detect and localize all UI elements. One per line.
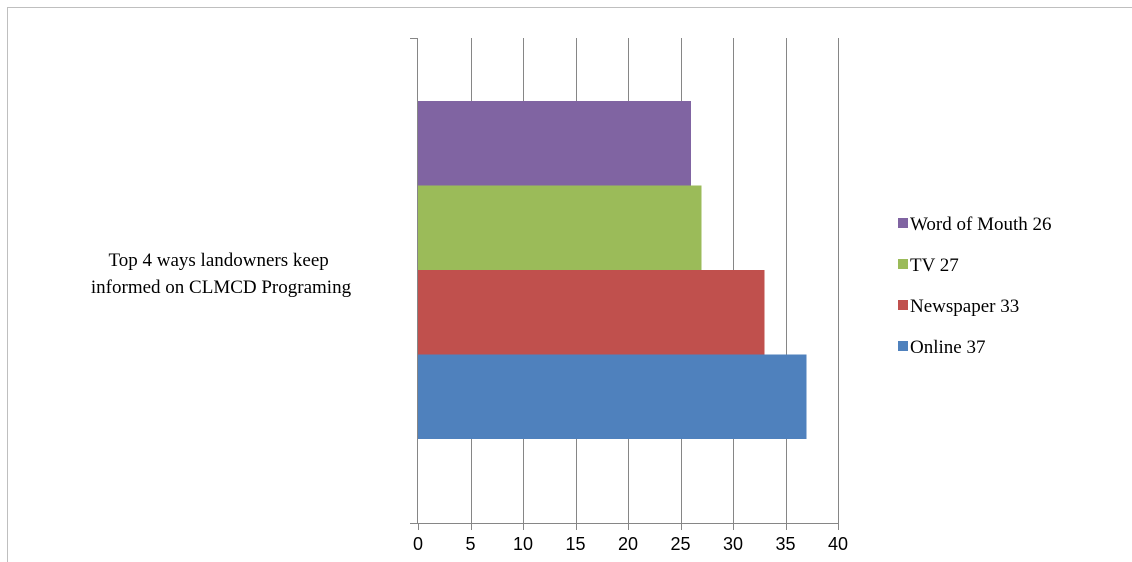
x-tick-label-25: 25 [670,534,690,554]
legend-swatch-tv-27 [898,259,908,269]
category-label-line-1: Top 4 ways landowners keep [108,250,328,271]
bars [418,101,807,439]
legend-label-newspaper-33: Newspaper 33 [910,296,1019,317]
x-tick-label-0: 0 [413,534,423,554]
x-tick-label-5: 5 [465,534,475,554]
category-label-line-2: informed on CLMCD Programing [91,277,352,298]
x-tick-label-20: 20 [618,534,638,554]
x-tick-label-40: 40 [828,534,848,554]
legend-swatch-newspaper-33 [898,300,908,310]
x-tick-label-35: 35 [775,534,795,554]
bar-tv-27 [418,185,702,270]
legend-swatch-online-37 [898,341,908,351]
legend-swatch-word-of-mouth-26 [898,218,908,228]
x-tick-label-10: 10 [513,534,533,554]
x-tick-label-30: 30 [723,534,743,554]
legend-label-word-of-mouth-26: Word of Mouth 26 [910,214,1052,235]
axes [410,38,839,530]
category-label: Top 4 ways landowners keep informed on C… [91,250,352,298]
bar-newspaper-33 [418,270,765,355]
legend-label-online-37: Online 37 [910,337,985,358]
legend-label-tv-27: TV 27 [910,255,959,276]
x-tick-label-15: 15 [565,534,585,554]
legend: Word of Mouth 26 TV 27 Newspaper 33 Online … [898,214,1052,358]
x-tick-labels: 0 5 10 15 20 25 30 35 40 [413,534,848,554]
plot-area: 0 5 10 15 20 25 30 35 40 [410,38,848,554]
bar-word-of-mouth-26 [418,101,691,186]
bar-online-37 [418,354,807,439]
